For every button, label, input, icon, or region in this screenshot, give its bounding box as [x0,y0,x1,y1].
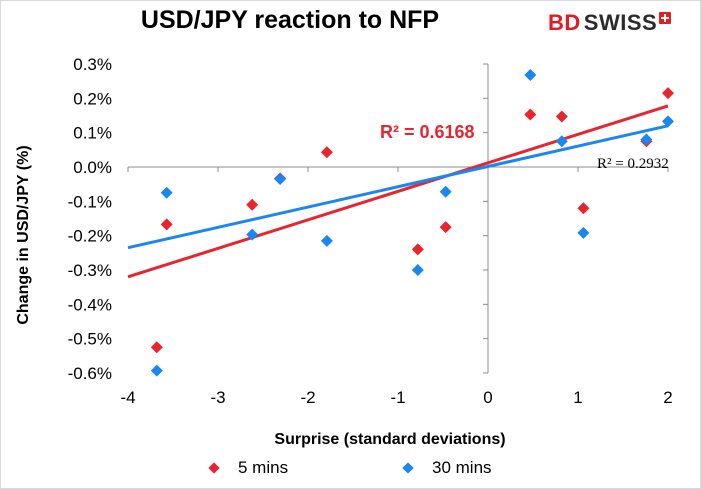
legend-label-30-mins: 30 mins [432,458,492,477]
y-tick-label: 0.1% [73,124,112,143]
y-axis-title: Change in USD/JPY (%) [15,145,32,324]
x-tick-label: 1 [573,388,582,407]
trendlines [127,104,669,279]
trendline-30-mins [127,124,669,250]
legend-label-5-mins: 5 mins [238,458,289,477]
y-tick-label: -0.2% [68,227,112,246]
y-tick-label: 0.0% [73,158,112,177]
r2-label-5-mins: R² = 0.6168 [380,122,475,142]
x-tick-label: -3 [210,388,225,407]
y-tick-label: 0.3% [73,55,112,74]
data-point-5-mins [320,146,333,159]
legend-item-5-mins: 5 mins [208,458,289,478]
y-tick-label: -0.4% [68,295,112,314]
x-tick-label: -4 [120,388,135,407]
data-point-5-mins [662,87,674,100]
data-point-5-mins [439,221,452,234]
data-point-30-mins [555,135,568,148]
logo-text-bd: BD [548,10,581,35]
data-point-5-mins [246,198,259,211]
x-tick-label: -2 [300,388,315,407]
data-point-30-mins [662,115,674,128]
y-tick-label: -0.5% [68,330,112,349]
data-point-5-mins [150,341,163,354]
bdswiss-logo: BD SWISS [548,10,672,36]
trendline-5-mins [127,104,669,279]
data-point-5-mins [160,218,173,231]
data-point-30-mins [640,133,653,146]
data-points [150,68,674,377]
data-point-30-mins [320,234,333,247]
data-point-30-mins [160,186,173,199]
data-point-30-mins [150,364,163,377]
y-tick-label: 0.2% [73,89,112,108]
chart-title: USD/JPY reaction to NFP [140,6,440,34]
y-tick-label: -0.1% [68,192,112,211]
x-tick-label: 2 [663,388,672,407]
data-point-5-mins [577,202,590,215]
y-tick-label: -0.6% [68,364,112,383]
data-point-30-mins [524,68,537,81]
x-axis-title: Surprise (standard deviations) [274,431,505,448]
data-point-5-mins [411,243,424,256]
data-point-30-mins [246,228,259,241]
x-tick-label: -1 [390,388,405,407]
legend: 5 mins 30 mins [0,458,701,482]
axes: 0.3% 0.2% 0.1% 0.0% -0.1% -0.2% -0.3% -0.4% -0.5… [68,55,673,407]
y-tick-label: -0.3% [68,261,112,280]
legend-marker-30-mins [402,462,414,474]
data-point-30-mins [411,264,424,276]
data-point-30-mins [577,226,590,239]
logo-text-swiss: SWISS [583,10,658,35]
data-point-30-mins [439,185,452,198]
r2-label-30-mins: R² = 0.2932 [597,156,669,172]
data-point-30-mins [274,173,287,186]
legend-item-30-mins: 30 mins [402,458,492,478]
x-tick-label: 0 [483,388,492,407]
data-point-5-mins [555,110,568,123]
swiss-cross-icon [659,12,672,24]
chart-labels: R² = 0.6168 R² = 0.2932 [380,122,669,172]
data-point-5-mins [524,108,537,121]
legend-marker-5-mins [208,462,220,474]
